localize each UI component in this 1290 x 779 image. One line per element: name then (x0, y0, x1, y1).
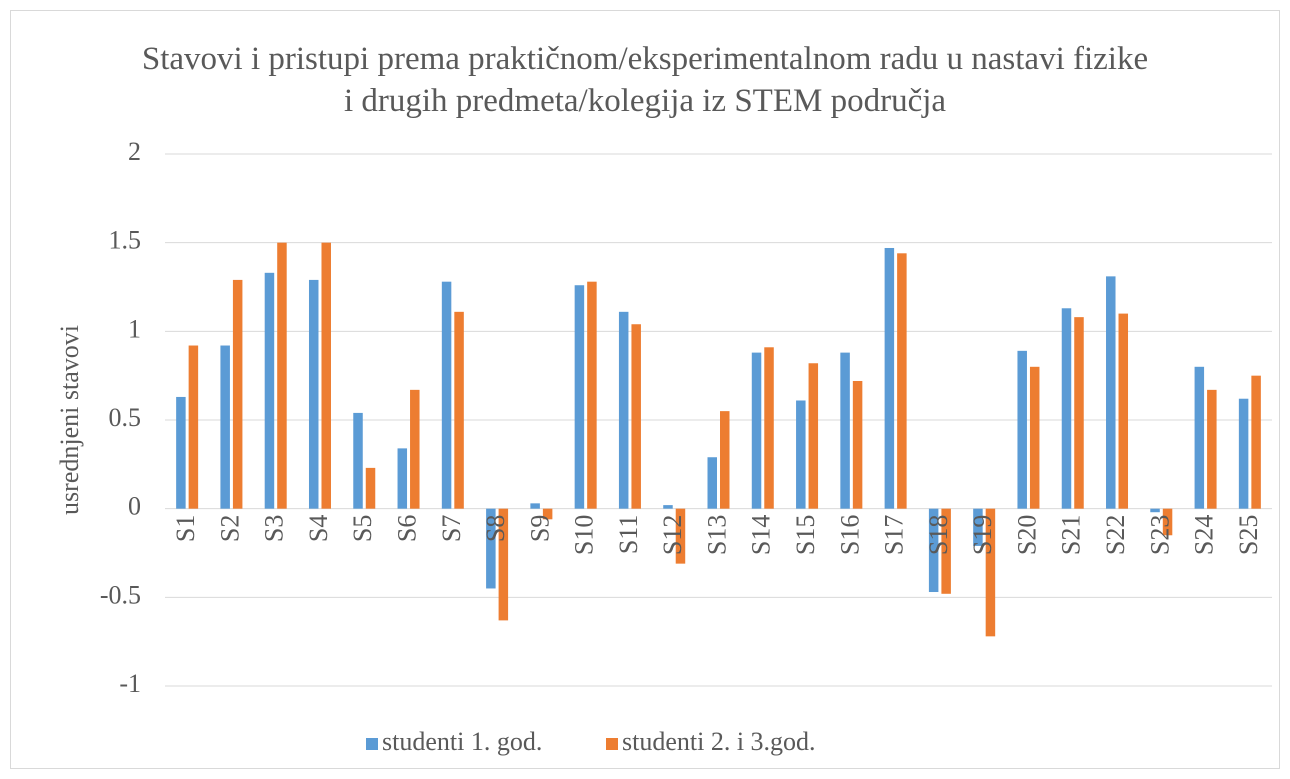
y-tick-label: -1 (119, 669, 141, 698)
bar (985, 508, 996, 637)
bar (188, 345, 199, 509)
x-tick-label: S19 (968, 515, 997, 555)
bar (852, 380, 863, 509)
x-tick-label: S13 (702, 515, 731, 555)
bar (663, 505, 673, 509)
bar (840, 352, 850, 509)
bar (1029, 366, 1040, 509)
bar (574, 285, 585, 509)
bar (353, 412, 363, 509)
x-tick-label: S17 (880, 515, 909, 555)
x-tick-label: S11 (614, 515, 643, 555)
y-tick-label: 1.5 (109, 226, 142, 255)
bar (675, 508, 686, 564)
bar (808, 363, 819, 509)
x-tick-label: S10 (570, 515, 599, 555)
x-tick-label: S6 (393, 515, 422, 542)
bar (1118, 313, 1129, 509)
bar (973, 508, 983, 546)
bar (928, 508, 939, 593)
bar (1162, 508, 1173, 536)
bar (941, 508, 951, 594)
bar (751, 352, 762, 509)
legend-swatch (366, 738, 378, 750)
legend-label: studenti 1. god. (382, 727, 542, 756)
bar (530, 503, 540, 509)
bar (884, 247, 895, 509)
bar (1074, 317, 1084, 509)
x-tick-label: S15 (791, 515, 820, 555)
bar (397, 448, 408, 509)
bar (796, 400, 806, 509)
bar (1061, 308, 1072, 509)
x-tick-label: S25 (1234, 515, 1263, 555)
bar (1150, 508, 1160, 513)
chart-title: Stavovi i pristupi prema praktičnom/eksp… (141, 41, 1149, 119)
x-tick-label: S5 (348, 515, 377, 542)
bar (631, 324, 641, 509)
bar (232, 279, 243, 509)
x-tick-label: S12 (658, 515, 687, 555)
bar (897, 253, 907, 509)
x-tick-label: S3 (260, 515, 289, 542)
bar (486, 508, 496, 589)
x-tick-label: S21 (1057, 515, 1086, 555)
chart-border (10, 10, 1280, 769)
x-tick-label: S1 (171, 515, 200, 542)
bar (176, 396, 186, 509)
bar (454, 311, 464, 509)
bar (1251, 375, 1261, 509)
y-axis-label: usrednjeni stavovi (55, 325, 84, 515)
bar (441, 281, 452, 509)
bar (720, 411, 730, 509)
bar (618, 311, 629, 509)
bar (410, 389, 420, 509)
bar (277, 242, 287, 509)
y-tick-label: 0 (128, 492, 141, 521)
legend-swatch (606, 738, 618, 750)
bar (321, 242, 331, 509)
bar (365, 467, 376, 509)
bar (498, 508, 509, 621)
y-tick-label: 1 (128, 314, 141, 343)
x-tick-label: S2 (215, 515, 244, 542)
x-tick-label: S4 (304, 515, 333, 542)
y-tick-label: 2 (128, 137, 141, 166)
bar (220, 345, 230, 509)
y-tick-label: -0.5 (100, 580, 141, 609)
x-tick-label: S24 (1190, 515, 1219, 555)
x-tick-label: S9 (525, 515, 554, 542)
x-tick-label: S18 (924, 515, 953, 555)
x-tick-label: S20 (1012, 515, 1041, 555)
bar (1207, 389, 1217, 509)
x-tick-label: S7 (437, 515, 466, 542)
x-tick-label: S22 (1101, 515, 1130, 555)
legend-label: studenti 2. i 3.god. (622, 727, 816, 756)
bar (308, 279, 319, 509)
bar (264, 272, 275, 509)
bar (1017, 350, 1027, 509)
bar (587, 281, 597, 509)
x-tick-label: S8 (481, 515, 510, 542)
x-tick-label: S14 (747, 515, 776, 555)
bar (707, 457, 717, 509)
bar (764, 347, 774, 509)
x-tick-label: S16 (835, 515, 864, 555)
bar (542, 508, 553, 520)
bar (1194, 366, 1205, 509)
bar (1106, 276, 1116, 509)
bar (1238, 398, 1249, 509)
x-tick-label: S23 (1145, 515, 1174, 555)
y-tick-label: 0.5 (109, 403, 142, 432)
